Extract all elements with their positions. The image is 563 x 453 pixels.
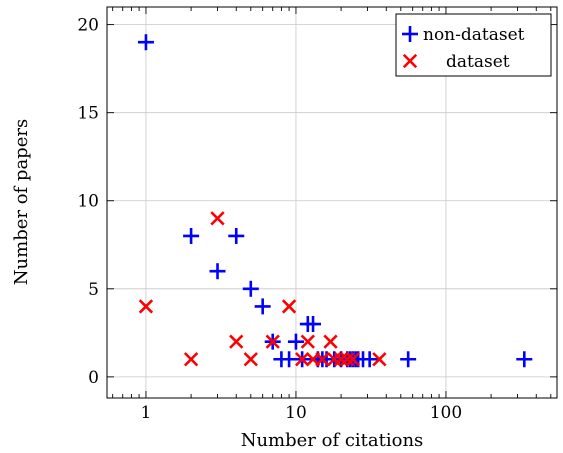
data-point-dataset [340, 352, 355, 367]
y-axis-label: Number of papers [11, 119, 32, 285]
x-axis-label: Number of citations [241, 430, 424, 451]
y-tick-label: 20 [77, 16, 99, 36]
data-point-dataset [372, 352, 387, 367]
data-point-non-dataset [254, 298, 271, 315]
legend-label-dataset: dataset [446, 52, 510, 72]
data-point-dataset [183, 352, 199, 367]
series-dataset [138, 211, 387, 367]
data-point-non-dataset [305, 316, 322, 333]
data-point-dataset [345, 352, 361, 367]
data-points [137, 34, 533, 368]
data-point-dataset [243, 352, 258, 367]
data-point-dataset [281, 299, 297, 314]
data-point-non-dataset [400, 351, 417, 368]
data-point-dataset [210, 211, 225, 226]
legend-marker-glyph [402, 26, 418, 42]
data-point-non-dataset [209, 263, 226, 280]
data-point-non-dataset [287, 333, 304, 350]
y-tick-label: 10 [77, 192, 99, 212]
legend-marker-dataset [402, 53, 418, 69]
x-tick-label: 100 [430, 403, 462, 423]
data-point-dataset [265, 334, 280, 349]
y-tick-label: 5 [88, 280, 99, 300]
y-tick-label: 0 [88, 368, 99, 388]
data-point-dataset [138, 299, 154, 314]
axis-ticks [107, 7, 557, 398]
data-point-non-dataset [228, 227, 245, 244]
data-point-dataset [333, 352, 349, 367]
legend-box [395, 13, 552, 77]
legend-marker-glyph [402, 53, 418, 69]
plot-frame [106, 6, 558, 399]
x-tick-label: 10 [285, 403, 307, 423]
tick-labels: 1 10 100 0 5 10 15 20 [77, 16, 462, 423]
data-point-dataset [300, 334, 315, 349]
data-point-dataset [315, 352, 330, 367]
data-point-non-dataset [361, 351, 378, 368]
data-point-dataset [229, 334, 244, 349]
legend-marker-non-dataset [402, 26, 418, 42]
legend: non-dataset dataset [395, 13, 552, 77]
data-point-non-dataset [242, 280, 259, 297]
legend-label-non-dataset: non-dataset [423, 25, 525, 45]
data-point-non-dataset [183, 227, 200, 244]
data-point-dataset [294, 352, 310, 367]
x-tick-label: 1 [141, 403, 152, 423]
data-point-dataset [323, 334, 338, 349]
data-point-non-dataset [516, 351, 533, 368]
data-point-non-dataset [137, 34, 154, 51]
y-tick-label: 15 [77, 104, 99, 124]
